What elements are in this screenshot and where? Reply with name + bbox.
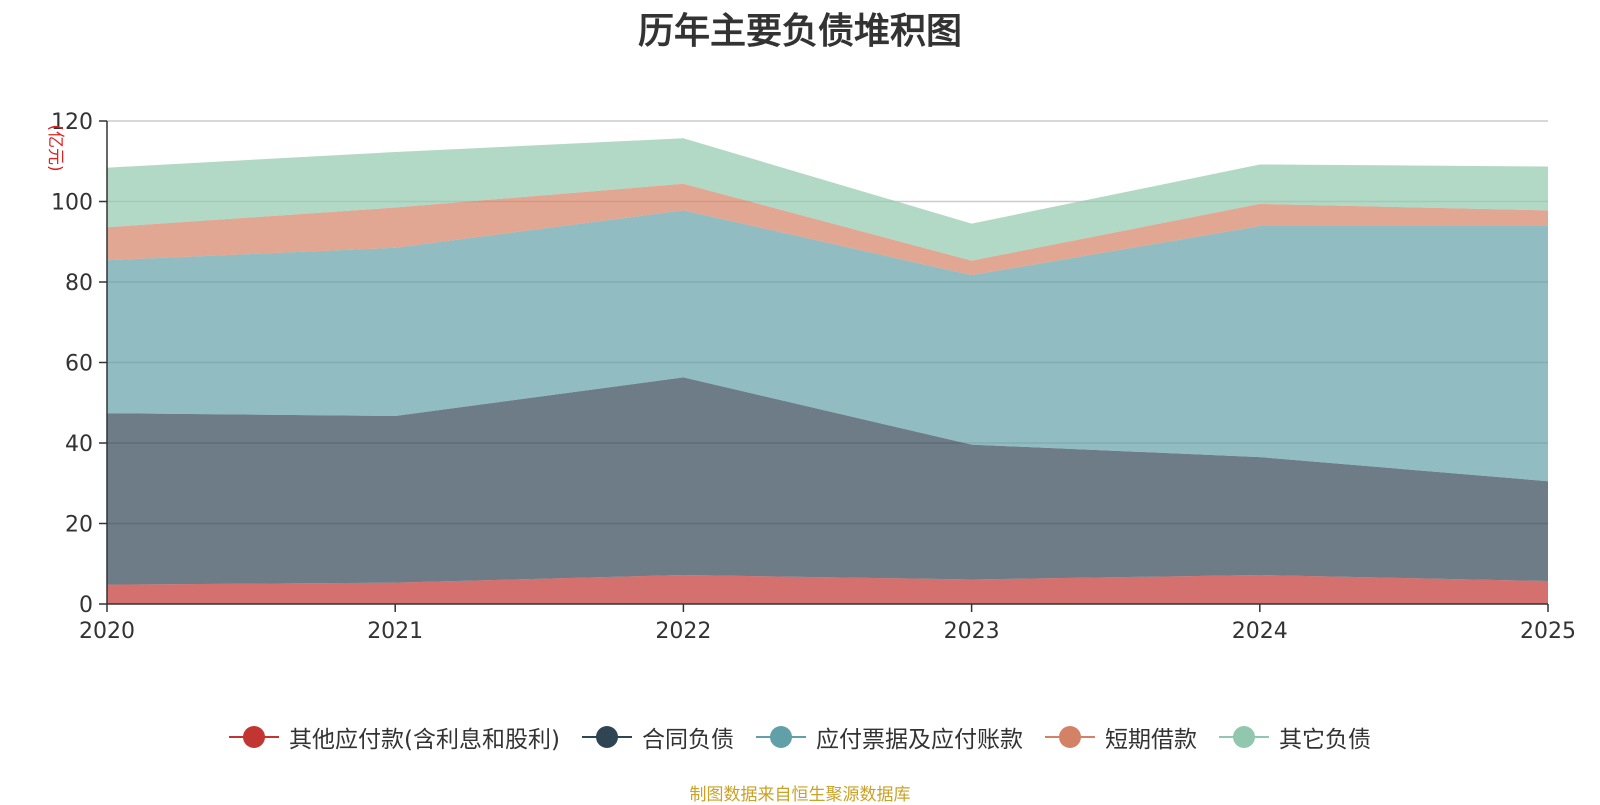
legend-item-1[interactable]: 其他应付款(含利息和股利) <box>229 720 560 754</box>
y-tick-label: 120 <box>51 110 93 135</box>
legend-item-3[interactable]: 应付票据及应付账款 <box>755 720 1023 754</box>
x-tick-label: 2023 <box>944 619 1000 644</box>
y-axis-unit-label: (亿元) <box>45 124 65 171</box>
y-tick-label: 0 <box>79 593 93 618</box>
area-series-1 <box>107 575 1548 604</box>
legend-marker-icon <box>581 725 632 749</box>
x-tick-label: 2021 <box>367 619 423 644</box>
legend-marker-icon <box>755 725 806 749</box>
x-tick-label: 2025 <box>1520 619 1576 644</box>
y-tick-label: 60 <box>65 352 93 377</box>
axes: 0 20 40 60 80 100 120 2020 2021 2022 2023 2024 2025 <box>51 110 1576 644</box>
y-tick-label: 100 <box>51 191 93 216</box>
area-series-group <box>107 138 1548 604</box>
legend-marker-icon <box>229 725 280 749</box>
x-tick-label: 2022 <box>655 619 711 644</box>
x-tick-label: 2024 <box>1232 619 1288 644</box>
y-tick-label: 40 <box>65 432 93 457</box>
area-series-2 <box>107 377 1548 585</box>
chart-title: 历年主要负债堆积图 <box>637 11 962 52</box>
y-tick-label: 20 <box>65 513 93 538</box>
legend-label: 其他应付款(含利息和股利) <box>289 727 560 753</box>
legend: 其他应付款(含利息和股利) 合同负债 应付票据及应付账款 短期借款 其它负债 <box>0 720 1600 754</box>
x-tick-label: 2020 <box>79 619 135 644</box>
y-tick-label: 80 <box>65 271 93 296</box>
legend-label: 合同负债 <box>641 727 734 753</box>
legend-item-5[interactable]: 其它负债 <box>1218 720 1371 754</box>
area-series-3 <box>107 210 1548 482</box>
area-series-4 <box>107 183 1548 276</box>
area-series-5 <box>107 138 1548 261</box>
legend-label: 其它负债 <box>1278 727 1371 753</box>
legend-marker-icon <box>1218 725 1269 749</box>
legend-item-2[interactable]: 合同负债 <box>581 720 734 754</box>
legend-label: 应付票据及应付账款 <box>815 727 1023 753</box>
legend-item-4[interactable]: 短期借款 <box>1044 720 1197 754</box>
source-note: 制图数据来自恒生聚源数据库 <box>689 785 911 805</box>
legend-marker-icon <box>1044 725 1095 749</box>
legend-label: 短期借款 <box>1104 727 1197 753</box>
